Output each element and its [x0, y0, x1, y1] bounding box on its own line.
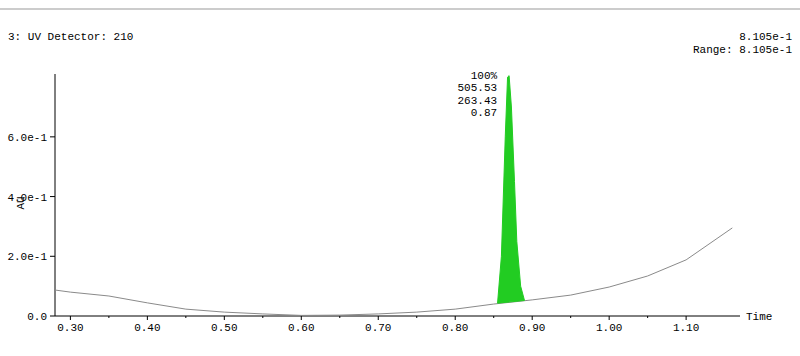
x-tick: [224, 316, 225, 320]
x-tick: [532, 316, 533, 320]
x-tick: [147, 316, 148, 320]
x-minor-tick: [339, 316, 340, 318]
x-label: Time: [746, 311, 772, 323]
header-rule: [0, 9, 800, 10]
x-tick-label: 0.40: [134, 322, 160, 334]
x-tick: [70, 316, 71, 320]
x-tick: [609, 316, 610, 320]
y-tick-label: 0.0: [27, 311, 47, 323]
x-tick-label: 0.60: [288, 322, 314, 334]
header-annotation: Range: 8.105e-1: [693, 44, 792, 56]
x-tick-label: 0.90: [519, 322, 545, 334]
x-tick-label: 0.70: [365, 322, 391, 334]
x-minor-tick: [416, 316, 417, 318]
y-tick: [50, 316, 55, 317]
x-tick-label: 0.50: [211, 322, 237, 334]
peak-label: 263.43: [457, 95, 497, 107]
x-axis: [55, 316, 740, 317]
x-tick: [686, 316, 687, 320]
x-tick-label: 1.00: [596, 322, 622, 334]
plot-area: [55, 76, 732, 316]
y-tick: [50, 136, 55, 137]
x-tick-label: 0.80: [442, 322, 468, 334]
y-axis: [55, 74, 56, 316]
y-tick-label: 4.0e-1: [7, 192, 47, 204]
x-tick: [301, 316, 302, 320]
background: [0, 0, 800, 356]
y-label: AU: [15, 196, 27, 209]
y-tick: [50, 256, 55, 257]
baseline-trace: [55, 228, 732, 315]
x-minor-tick: [570, 316, 571, 318]
x-tick: [378, 316, 379, 320]
y-tick-label: 6.0e-1: [7, 132, 47, 144]
x-tick: [455, 316, 456, 320]
peak-label: 100%: [471, 70, 498, 82]
y-tick-label: 2.0e-1: [7, 251, 47, 263]
x-minor-tick: [108, 316, 109, 318]
x-minor-tick: [647, 316, 648, 318]
x-tick-label: 1.10: [673, 322, 699, 334]
peak-area: [498, 76, 525, 304]
peak-label: 505.53: [457, 82, 497, 94]
x-minor-tick: [493, 316, 494, 318]
title: 3: UV Detector: 210: [8, 31, 133, 43]
y-tick: [50, 196, 55, 197]
header-annotation: 8.105e-1: [739, 31, 792, 43]
x-minor-tick: [262, 316, 263, 318]
x-tick-label: 0.30: [57, 322, 83, 334]
chart: 3: UV Detector: 210 8.105e-1Range: 8.105e…: [0, 0, 800, 356]
peak-label: 0.87: [471, 107, 497, 119]
x-minor-tick: [185, 316, 186, 318]
